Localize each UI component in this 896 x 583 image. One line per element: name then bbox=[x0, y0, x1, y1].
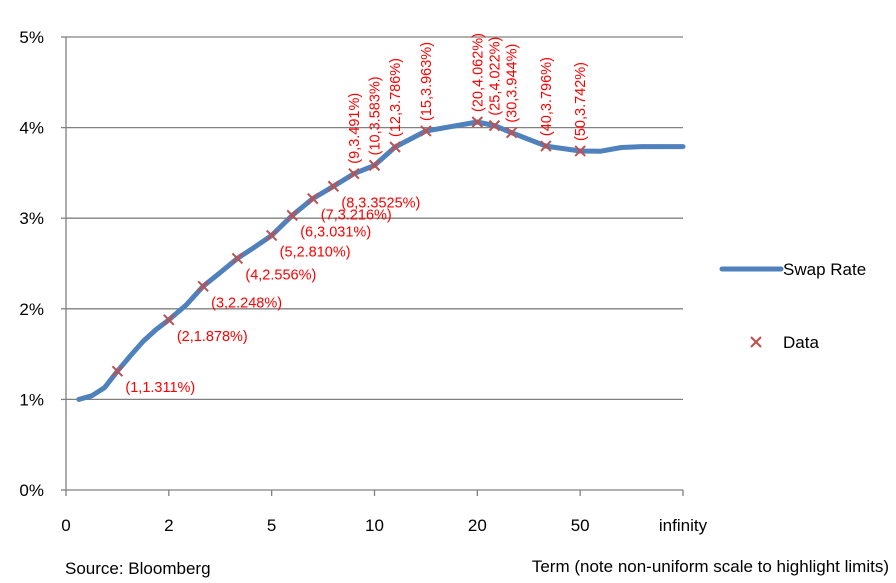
y-tick-label: 4% bbox=[19, 119, 44, 138]
x-tick-label: 10 bbox=[365, 516, 384, 535]
x-tick-label: 20 bbox=[468, 516, 487, 535]
data-point-label: (5,2.810%) bbox=[280, 244, 351, 260]
swap-rate-series bbox=[76, 119, 686, 402]
data-point-label: (20,4.062%) bbox=[470, 33, 486, 112]
legend-item-swap-rate: Swap Rate bbox=[719, 260, 866, 279]
x-axis-title: Term (note non-uniform scale to highligh… bbox=[532, 557, 889, 576]
legend: Swap Rate Data bbox=[719, 260, 866, 352]
data-point-marker bbox=[197, 280, 209, 293]
y-tick-label: 1% bbox=[19, 390, 44, 409]
data-point-label: (2,1.878%) bbox=[177, 329, 248, 345]
x-tick-label: 2 bbox=[164, 516, 173, 535]
legend-label: Data bbox=[783, 333, 819, 352]
data-point-label: (3,2.248%) bbox=[211, 295, 282, 311]
data-point-label: (30,3.944%) bbox=[505, 44, 521, 123]
x-tick-label: 5 bbox=[267, 516, 276, 535]
data-point-marker bbox=[368, 159, 381, 172]
data-point-marker bbox=[286, 209, 298, 222]
data-point-label: (25,4.022%) bbox=[487, 37, 503, 116]
gridlines bbox=[66, 36, 683, 401]
axes bbox=[61, 36, 684, 496]
data-point-marker bbox=[540, 140, 552, 152]
data-point-marker bbox=[111, 365, 124, 377]
legend-marker-swatch bbox=[750, 336, 762, 348]
data-point-label: (15,3.963%) bbox=[419, 42, 435, 121]
data-series bbox=[111, 116, 586, 377]
data-point-marker bbox=[488, 119, 501, 132]
y-tick-label: 0% bbox=[19, 481, 44, 500]
y-tick-label: 2% bbox=[19, 300, 44, 319]
data-point-marker bbox=[505, 126, 518, 139]
x-tick-label: infinity bbox=[659, 516, 708, 535]
data-point-marker bbox=[163, 314, 175, 326]
y-tick-label: 5% bbox=[19, 28, 44, 47]
y-tick-label: 3% bbox=[19, 209, 44, 228]
data-point-label: (1,1.311%) bbox=[125, 380, 195, 396]
data-labels: (1,1.311%) (2,1.878%) (3,2.248%) (4,2.556%)… bbox=[125, 33, 589, 396]
source-note: Source: Bloomberg bbox=[65, 559, 211, 578]
legend-label: Swap Rate bbox=[783, 260, 866, 279]
data-point-marker bbox=[265, 229, 278, 242]
swap-rate-line bbox=[76, 119, 686, 402]
data-point-label: (4,2.556%) bbox=[245, 267, 316, 283]
data-point-marker bbox=[327, 180, 340, 192]
data-point-label: (40,3.796%) bbox=[539, 57, 555, 136]
data-point-marker bbox=[231, 252, 244, 265]
legend-item-data: Data bbox=[750, 333, 819, 352]
data-point-marker bbox=[574, 145, 586, 157]
data-point-label: (50,3.742%) bbox=[573, 62, 589, 141]
data-point-label: (6,3.031%) bbox=[300, 224, 371, 240]
x-tick-label: 50 bbox=[571, 516, 590, 535]
x-axis-tick-labels: 0 2 5 10 20 50 infinity bbox=[61, 516, 707, 535]
data-point-label: (9,3.491%) bbox=[347, 93, 363, 164]
data-point-marker bbox=[307, 192, 319, 205]
data-point-marker bbox=[348, 168, 360, 180]
data-point-label: (12,3.786%) bbox=[388, 58, 404, 137]
x-tick-label: 0 bbox=[61, 516, 70, 535]
data-point-label: (8,3.3525%) bbox=[341, 195, 420, 211]
data-point-label: (7,3.216%) bbox=[321, 208, 392, 224]
data-point-marker bbox=[420, 125, 432, 137]
data-point-marker bbox=[389, 141, 401, 153]
data-point-marker bbox=[471, 116, 484, 128]
data-point-label: (10,3.583%) bbox=[368, 76, 384, 155]
y-axis-tick-labels: 0% 1% 2% 3% 4% 5% bbox=[19, 28, 44, 500]
